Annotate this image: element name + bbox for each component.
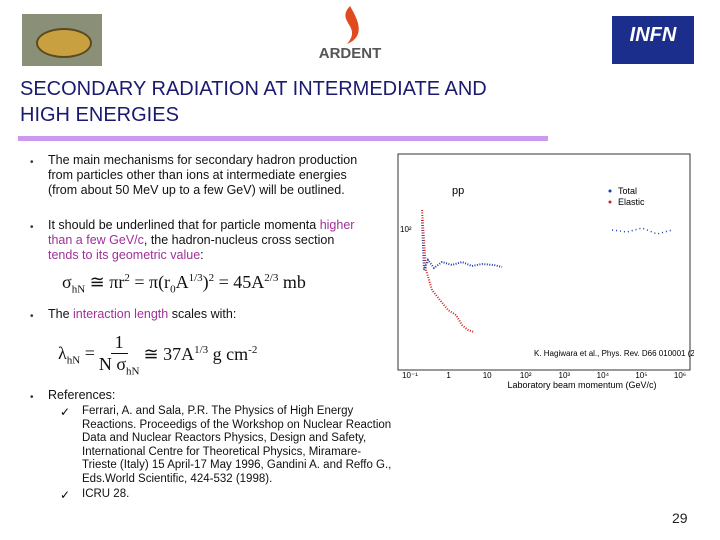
text-run: The [48,307,74,321]
title: SECONDARY RADIATION AT INTERMEDIATE AND … [20,76,487,128]
text-run: g cm [208,344,249,365]
sup: 1/3 [194,344,209,357]
x-tick-label: 10 [483,371,492,380]
text-run: = 45A [214,272,265,292]
sup: 2 [208,272,215,284]
figure: pp Total Elastic 10² K. Hagiwara et al.,… [397,153,694,390]
reference: ICRU 28. [82,488,130,500]
bullet: • [30,222,34,233]
check-mark: ✓ [60,405,71,419]
figure-label: pp [452,185,464,197]
text-run: = π(r [129,272,171,292]
title-line: SECONDARY RADIATION AT INTERMEDIATE AND [20,78,487,100]
text-run: : [200,248,204,262]
logo-left [22,14,102,66]
paragraph: The main mechanisms for secondary hadron… [48,153,368,198]
text-run: mb [278,272,306,292]
text-run: σ [62,272,72,292]
text-run: References: [48,388,116,402]
title-line: HIGH ENERGIES [20,104,179,126]
highlight: tends to its geometric value [48,248,201,262]
x-tick-label: 10⁻¹ [402,371,418,380]
page-number: 29 [672,510,688,526]
numerator: 1 [110,332,128,354]
x-ticks: 10⁻¹ 1 10 10² 10³ 10⁴ 10⁵ 10⁶ [402,371,686,380]
x-tick-label: 10⁵ [635,371,647,380]
check-mark: ✓ [60,488,71,502]
sup: 2 [124,272,130,284]
x-tick-label: 1 [446,371,451,380]
sup: 1/3 [188,272,203,284]
formula-part: λhN = [58,343,95,367]
text-run: N σ [98,354,127,374]
paragraph: It should be underlined that for particl… [48,218,368,263]
formula: σhN ≅ πr2 = π(r0A1/3)2 = 45A2/3 mb [62,272,306,296]
text-run: , the hadron-nucleus cross section [143,233,335,247]
sup: 2/3 [264,272,279,284]
legend-label: Total [618,186,637,196]
logo-center: ARDENT [319,6,382,62]
text-run: 1 [114,332,124,352]
paragraph: The interaction length scales with: [48,307,368,322]
bullet: • [30,311,34,322]
text-run: The main mechanisms for secondary hadron… [48,153,358,197]
fraction: 1 N σhN [99,332,140,378]
formula-part: ≅ 37A1/3 g cm-2 [144,344,258,365]
highlight: interaction length [73,307,169,321]
formula: λhN = 1 N σhN ≅ 37A1/3 g cm-2 [58,332,257,378]
sub: hN [66,354,81,367]
text-run: = [80,343,95,363]
paragraph: References: [48,388,368,403]
sub: hN [71,283,86,296]
x-axis-label: Laboratory beam momentum (GeV/c) [507,380,656,390]
x-tick-label: 10⁴ [597,371,610,380]
bullet: • [30,392,34,403]
text-run: A [175,272,189,292]
logo-right: INFN [612,16,694,64]
x-tick-label: 10⁶ [674,371,686,380]
text-run: λ [58,343,67,363]
y-tick-label: 10² [400,225,412,234]
citation: K. Hagiwara et al., Phys. Rev. D66 01000… [534,349,694,358]
logo-text: ARDENT [319,45,382,62]
sub: 0 [170,283,176,296]
highlight: higher than a few GeV/c [48,218,355,247]
text-run: It should be underlined that for particl… [48,218,320,232]
text-run: scales with: [168,307,237,321]
x-tick-label: 10² [520,371,532,380]
sub: hN [126,365,140,378]
text-run: ≅ 37A [143,344,195,365]
sup: -2 [248,344,258,357]
bullet: • [30,157,34,168]
legend-label: Elastic [618,197,645,207]
logo-text: INFN [629,24,677,46]
legend-marker [608,189,612,193]
text-run: ) [202,272,209,292]
plot-frame [397,153,691,371]
text-run: ≅ πr [85,272,125,292]
x-tick-label: 10³ [559,371,571,380]
legend-marker [608,200,612,204]
reference: Ferrari, A. and Sala, P.R. The Physics o… [82,405,392,485]
elastic-points [421,209,475,333]
title-underline [18,136,548,141]
denominator: N σhN [99,354,140,378]
